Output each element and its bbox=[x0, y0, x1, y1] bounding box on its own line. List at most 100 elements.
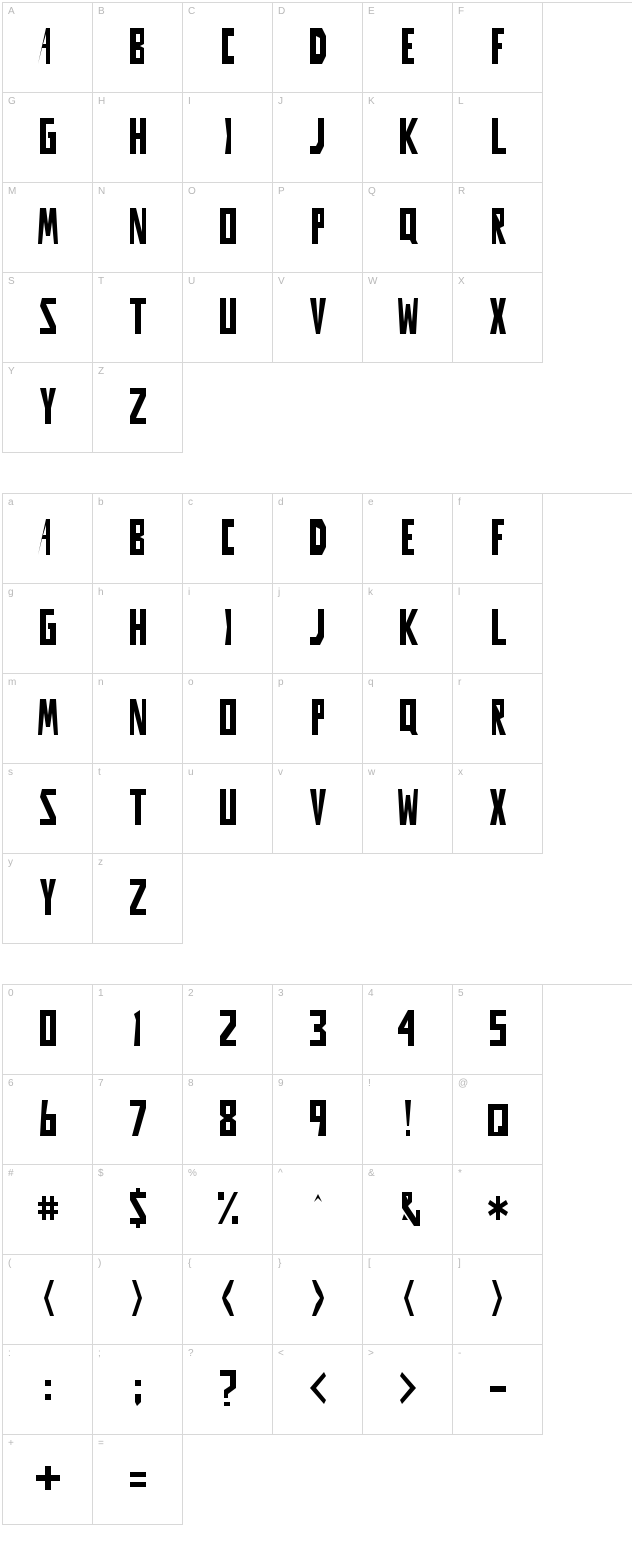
glyph-label: s bbox=[8, 767, 13, 778]
glyph-S bbox=[28, 787, 68, 827]
glyph-1 bbox=[118, 1008, 158, 1048]
glyph-) bbox=[118, 1278, 158, 1318]
glyph-cell: 9 bbox=[273, 1075, 363, 1165]
glyph-cell: Z bbox=[93, 363, 183, 453]
glyph-label: U bbox=[188, 276, 195, 287]
glyph-label: 0 bbox=[8, 988, 14, 999]
glyph-= bbox=[118, 1458, 158, 1498]
glyph-{ bbox=[208, 1278, 248, 1318]
glyph-label: x bbox=[458, 767, 463, 778]
glyph-label: ^ bbox=[278, 1168, 283, 1179]
glyph-label: + bbox=[8, 1438, 14, 1449]
glyph-Z bbox=[118, 386, 158, 426]
glyph-cell: } bbox=[273, 1255, 363, 1345]
glyph-M bbox=[28, 206, 68, 246]
glyph-Z bbox=[118, 877, 158, 917]
glyph-cell: d bbox=[273, 494, 363, 584]
glyph-cell: V bbox=[273, 273, 363, 363]
glyph-section: abcdefghijklmnopqrstuvwxyz bbox=[2, 493, 638, 944]
glyph-label: g bbox=[8, 587, 14, 598]
glyph-label: O bbox=[188, 186, 196, 197]
glyph-label: l bbox=[458, 587, 460, 598]
glyph-[ bbox=[388, 1278, 428, 1318]
glyph-label: r bbox=[458, 677, 461, 688]
glyph-O bbox=[208, 697, 248, 737]
glyph-label: I bbox=[188, 96, 191, 107]
glyph-label: 3 bbox=[278, 988, 284, 999]
glyph-B bbox=[118, 26, 158, 66]
glyph-label: j bbox=[278, 587, 280, 598]
glyph-cell: u bbox=[183, 764, 273, 854]
glyph-cell: P bbox=[273, 183, 363, 273]
glyph-label: 7 bbox=[98, 1078, 104, 1089]
glyph-cell: 0 bbox=[3, 985, 93, 1075]
glyph-grid: ABCDEFGHIJKLMNOPQRSTUVWXYZ bbox=[2, 2, 632, 453]
glyph-F bbox=[478, 26, 518, 66]
glyph-2 bbox=[208, 1008, 248, 1048]
glyph-cell: + bbox=[3, 1435, 93, 1525]
glyph-H bbox=[118, 116, 158, 156]
glyph-cell: O bbox=[183, 183, 273, 273]
glyph-cell: [ bbox=[363, 1255, 453, 1345]
glyph-cell: @ bbox=[453, 1075, 543, 1165]
glyph-label: f bbox=[458, 497, 461, 508]
glyph-label: v bbox=[278, 767, 283, 778]
glyph-M bbox=[28, 697, 68, 737]
glyph-label: ? bbox=[188, 1348, 194, 1359]
glyph-P bbox=[298, 206, 338, 246]
glyph-cell: > bbox=[363, 1345, 453, 1435]
glyph-label: M bbox=[8, 186, 16, 197]
glyph-cell: D bbox=[273, 3, 363, 93]
glyph-label: ) bbox=[98, 1258, 101, 1269]
glyph-cell: $ bbox=[93, 1165, 183, 1255]
glyph-label: t bbox=[98, 767, 101, 778]
glyph-^ bbox=[298, 1188, 338, 1228]
glyph-label: J bbox=[278, 96, 283, 107]
glyph-cell: t bbox=[93, 764, 183, 854]
glyph-cell: F bbox=[453, 3, 543, 93]
glyph-label: = bbox=[98, 1438, 104, 1449]
glyph-cell: T bbox=[93, 273, 183, 363]
glyph-cell: 6 bbox=[3, 1075, 93, 1165]
glyph-cell: W bbox=[363, 273, 453, 363]
glyph-cell: & bbox=[363, 1165, 453, 1255]
glyph-cell: f bbox=[453, 494, 543, 584]
glyph-cell: 1 bbox=[93, 985, 183, 1075]
glyph-W bbox=[388, 296, 428, 336]
glyph-( bbox=[28, 1278, 68, 1318]
glyph-grid: 0123456789!@#$%^&*(){}[]:;?<>-+= bbox=[2, 984, 632, 1525]
glyph-- bbox=[478, 1368, 518, 1408]
glyph-? bbox=[208, 1368, 248, 1408]
glyph-E bbox=[388, 26, 428, 66]
glyph-F bbox=[478, 517, 518, 557]
glyph-cell: : bbox=[3, 1345, 93, 1435]
glyph-cell: z bbox=[93, 854, 183, 944]
glyph-label: u bbox=[188, 767, 194, 778]
glyph-R bbox=[478, 697, 518, 737]
glyph-cell: = bbox=[93, 1435, 183, 1525]
glyph-cell: q bbox=[363, 674, 453, 764]
glyph-label: b bbox=[98, 497, 104, 508]
glyph-9 bbox=[298, 1098, 338, 1138]
glyph-cell: v bbox=[273, 764, 363, 854]
glyph-3 bbox=[298, 1008, 338, 1048]
glyph-cell: l bbox=[453, 584, 543, 674]
glyph-label: T bbox=[98, 276, 104, 287]
glyph-A bbox=[28, 517, 68, 557]
glyph-0 bbox=[28, 1008, 68, 1048]
glyph-E bbox=[388, 517, 428, 557]
glyph-cell: X bbox=[453, 273, 543, 363]
glyph-label: X bbox=[458, 276, 465, 287]
glyph-cell: ] bbox=[453, 1255, 543, 1345]
glyph-cell: ; bbox=[93, 1345, 183, 1435]
glyph-label: > bbox=[368, 1348, 374, 1359]
glyph-section: 0123456789!@#$%^&*(){}[]:;?<>-+= bbox=[2, 984, 638, 1525]
glyph-label: % bbox=[188, 1168, 197, 1179]
glyph-H bbox=[118, 607, 158, 647]
glyph-label: [ bbox=[368, 1258, 371, 1269]
glyph-cell: I bbox=[183, 93, 273, 183]
glyph-label: z bbox=[98, 857, 103, 868]
glyph-$ bbox=[118, 1188, 158, 1228]
glyph-cell: y bbox=[3, 854, 93, 944]
glyph-label: 6 bbox=[8, 1078, 14, 1089]
